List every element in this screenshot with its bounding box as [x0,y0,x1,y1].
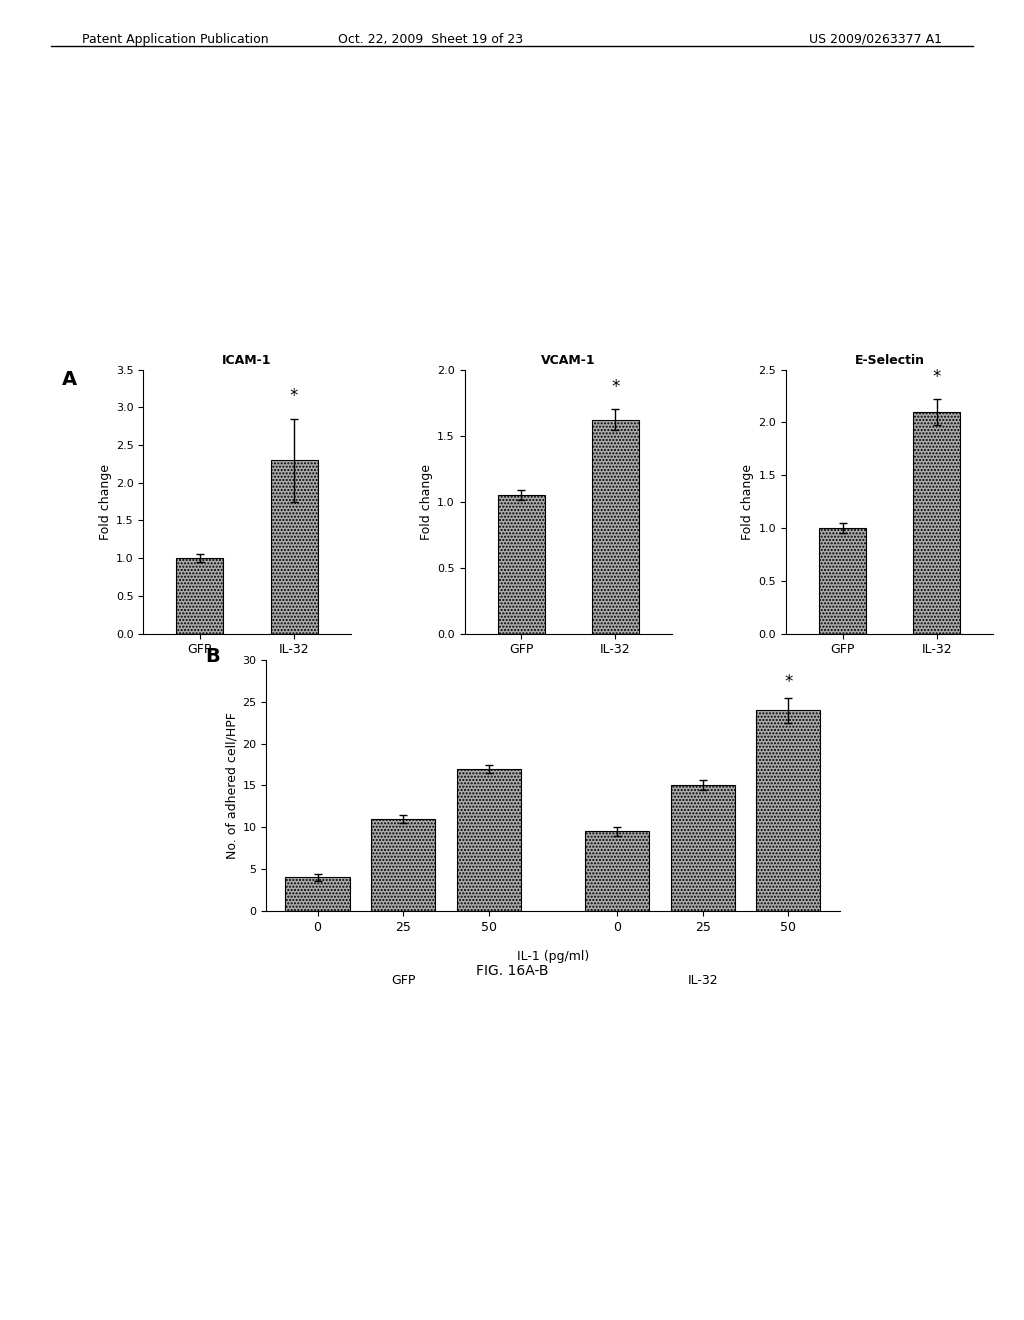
Y-axis label: Fold change: Fold change [420,463,433,540]
Text: *: * [933,368,941,385]
Text: US 2009/0263377 A1: US 2009/0263377 A1 [809,33,942,46]
Bar [371,818,435,911]
Text: A: A [61,370,77,388]
Bar [819,528,866,634]
Bar [913,412,961,634]
Bar [585,832,649,911]
Y-axis label: No. of adhered cell/HPF: No. of adhered cell/HPF [225,711,239,859]
Text: FIG. 16A-B: FIG. 16A-B [476,964,548,978]
X-axis label: IL-1 (pg/ml): IL-1 (pg/ml) [517,950,589,964]
Title: VCAM-1: VCAM-1 [541,354,596,367]
Text: B: B [205,647,219,665]
Bar [671,785,735,911]
Bar [270,461,317,634]
Bar [757,710,820,911]
Bar [498,495,545,634]
Text: *: * [290,388,298,405]
Text: *: * [611,378,620,396]
Text: GFP: GFP [391,974,416,986]
Title: E-Selectin: E-Selectin [855,354,925,367]
Title: ICAM-1: ICAM-1 [222,354,271,367]
Y-axis label: Fold change: Fold change [98,463,112,540]
Y-axis label: Fold change: Fold change [741,463,755,540]
Text: *: * [784,673,793,690]
Bar [592,420,639,634]
Bar [176,558,223,634]
Text: Patent Application Publication: Patent Application Publication [82,33,268,46]
Bar [457,768,521,911]
Text: Oct. 22, 2009  Sheet 19 of 23: Oct. 22, 2009 Sheet 19 of 23 [338,33,522,46]
Text: IL-32: IL-32 [687,974,718,986]
Bar [286,878,349,911]
